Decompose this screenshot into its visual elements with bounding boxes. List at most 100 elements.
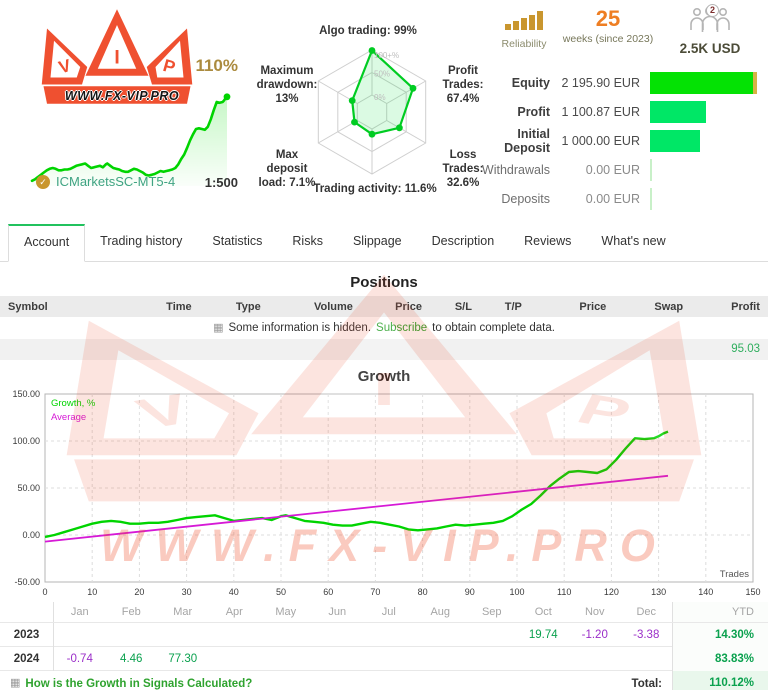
- month-cell: -3.38: [633, 629, 660, 641]
- stat-row: Profit 1 100.87 EUR: [480, 97, 760, 126]
- svg-text:50.00: 50.00: [17, 483, 40, 493]
- tab-account[interactable]: Account: [8, 224, 86, 262]
- monthly-col-aug: Aug: [430, 606, 451, 618]
- monthly-row-2024: 2024 -0.74 4.46 77.30 83.83%: [0, 646, 768, 671]
- verified-badge-icon: ✓: [36, 174, 50, 189]
- positions-col-t-p: T/P: [504, 300, 522, 313]
- leverage-value: 1:500: [204, 175, 238, 190]
- stat-bar-fill: [650, 129, 701, 152]
- stat-row: Equity 2 195.90 EUR: [480, 68, 760, 97]
- svg-text:0%: 0%: [374, 93, 386, 102]
- total-label: Total:: [631, 677, 662, 690]
- year-cell: 2023: [0, 623, 54, 647]
- subscribe-link[interactable]: Subscribe: [376, 322, 428, 334]
- reliability-bars-icon: [505, 10, 543, 30]
- month-cell: 19.74: [528, 629, 558, 641]
- stat-label: Initial Deposit: [504, 126, 550, 155]
- growth-section: Growth 150.00 100.00 50.00 0.00 -50.00 0 10 20 3…: [0, 366, 768, 602]
- stat-row: Initial Deposit 1 000.00 EUR: [480, 126, 760, 155]
- weeks-label: weeks (since 2023): [562, 33, 654, 45]
- positions-col-profit: Profit: [731, 300, 760, 313]
- weeks-value: 25: [595, 6, 621, 31]
- stat-row: Deposits 0.00 EUR: [480, 184, 760, 213]
- signal-price: 2.5K USD: [679, 41, 741, 56]
- growth-title: Growth: [357, 368, 411, 385]
- svg-text:-50.00: -50.00: [14, 577, 40, 587]
- svg-text:Average: Average: [51, 412, 86, 423]
- monthly-col-sep: Sep: [481, 606, 502, 618]
- radar-label-algo-trading: Algo trading: 99%: [319, 25, 417, 37]
- tab-description[interactable]: Description: [431, 234, 495, 248]
- monthly-header-row: Jan Feb Mar Apr May Jun Jul Aug Sep Oct Nov Dec YTD: [0, 602, 768, 622]
- signal-header: WWW.FX-VIP.PRO 110% ✓ ICMarketsSC-MT5-4 …: [0, 0, 768, 222]
- svg-text:0: 0: [42, 587, 47, 597]
- svg-text:110: 110: [557, 587, 571, 597]
- svg-text:90: 90: [465, 587, 475, 597]
- radar-label-profit-trades: Profit Trades: 67.4%: [442, 65, 484, 106]
- svg-text:10: 10: [87, 587, 97, 597]
- ytd-cell: 14.30%: [672, 623, 768, 647]
- monthly-col-nov: Nov: [584, 606, 605, 618]
- stat-value: 1 100.87 EUR: [561, 104, 640, 119]
- stat-bar-fill: [650, 100, 706, 123]
- svg-text:100+%: 100+%: [374, 51, 399, 60]
- monthly-row-2023: 2023 19.74 -1.20 -3.38 14.30%: [0, 622, 768, 647]
- monthly-col-feb: Feb: [121, 606, 141, 618]
- stat-value: 2 195.90 EUR: [561, 75, 640, 90]
- stat-bar: [650, 71, 757, 94]
- svg-text:100: 100: [509, 587, 524, 597]
- positions-col-s-l: S/L: [454, 300, 472, 313]
- stat-bar-fill: [650, 158, 653, 181]
- total-value: 110.12%: [672, 671, 768, 690]
- tab-trading-history[interactable]: Trading history: [100, 234, 183, 248]
- positions-row-profit: 95.03: [0, 339, 768, 360]
- price-block: 2 2.5K USD: [660, 4, 760, 56]
- svg-text:150.00: 150.00: [12, 389, 40, 399]
- svg-text:50%: 50%: [374, 70, 390, 79]
- positions-col-volume: Volume: [314, 300, 353, 313]
- positions-table-header: Symbol Time Type Volume Price S/L T/P Price Swap…: [0, 296, 768, 317]
- stat-row: Withdrawals 0.00 EUR: [480, 155, 760, 184]
- notice-pre: Some information is hidden.: [228, 322, 372, 334]
- positions-section: Positions Symbol Time Type Volume Price S/L T/…: [0, 270, 768, 360]
- positions-col-swap: Swap: [654, 300, 684, 313]
- month-cell: -1.20: [581, 629, 608, 641]
- svg-text:130: 130: [651, 587, 666, 597]
- svg-text:150: 150: [745, 587, 760, 597]
- svg-text:0.00: 0.00: [22, 530, 40, 540]
- stat-value: 0.00 EUR: [585, 191, 640, 206]
- svg-text:30: 30: [182, 587, 192, 597]
- monthly-col-dec: Dec: [636, 606, 657, 618]
- tab-risks[interactable]: Risks: [292, 234, 323, 248]
- svg-text:40: 40: [229, 587, 239, 597]
- reliability-block: Reliability: [488, 10, 560, 50]
- reliability-label: Reliability: [501, 38, 547, 50]
- monthly-footer: ▦ How is the Growth in Signals Calculate…: [0, 670, 768, 690]
- growth-chart: 150.00 100.00 50.00 0.00 -50.000 10 20 30 40 50 60…: [12, 389, 760, 597]
- tab-slippage[interactable]: Slippage: [352, 234, 402, 248]
- tab-reviews[interactable]: Reviews: [524, 234, 572, 248]
- radar-svg: 100+% 50% 0%: [317, 47, 427, 175]
- fx-vip-logo: WWW.FX-VIP.PRO: [12, 4, 230, 114]
- monthly-corner-cell: [0, 602, 54, 622]
- radar-label-trading-activity: Trading activity: 11.6%: [313, 183, 437, 195]
- monthly-col-mar: Mar: [173, 606, 193, 618]
- svg-text:100.00: 100.00: [12, 436, 40, 446]
- monthly-col-oct: Oct: [534, 606, 552, 618]
- signal-name[interactable]: ICMarketsSC-MT5-4: [56, 174, 176, 189]
- tab-statistics[interactable]: Statistics: [212, 234, 263, 248]
- monthly-col-jun: Jun: [328, 606, 347, 618]
- growth-percent-badge: 110%: [195, 56, 238, 75]
- stat-bar: [650, 158, 757, 181]
- stat-value: 1 000.00 EUR: [561, 133, 640, 148]
- weeks-block: 25 weeks (since 2023): [562, 6, 654, 45]
- radar-label-max-drawdown: Maximum drawdown: 13%: [256, 65, 318, 106]
- positions-col-price: Price: [579, 300, 607, 313]
- radar-label-loss-trades: Loss Trades: 32.6%: [442, 149, 484, 190]
- growth-help-link[interactable]: ▦ How is the Growth in Signals Calculate…: [10, 677, 253, 690]
- monthly-col-may: May: [275, 606, 297, 618]
- tab-what-s-new[interactable]: What's new: [601, 234, 666, 248]
- stat-label: Equity: [511, 75, 550, 90]
- svg-text:70: 70: [370, 587, 380, 597]
